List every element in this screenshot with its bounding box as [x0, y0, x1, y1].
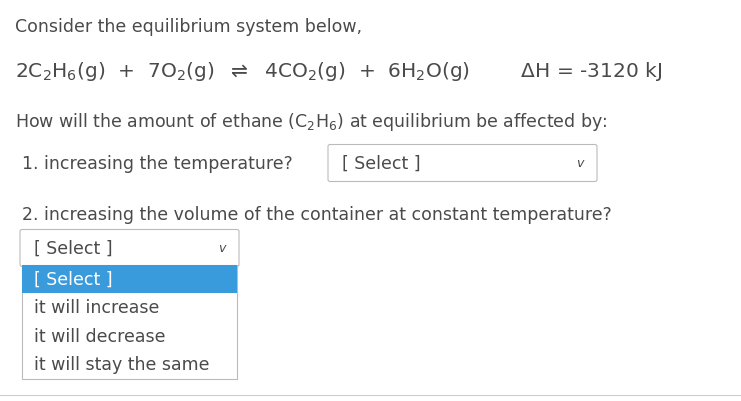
Text: [ Select ]: [ Select ]	[34, 239, 113, 257]
Text: it will decrease: it will decrease	[34, 327, 165, 345]
Text: it will increase: it will increase	[34, 298, 159, 316]
Text: 1. increasing the temperature?: 1. increasing the temperature?	[22, 155, 293, 172]
FancyBboxPatch shape	[22, 265, 237, 293]
Text: v: v	[219, 242, 226, 255]
FancyBboxPatch shape	[20, 230, 239, 267]
FancyBboxPatch shape	[328, 145, 597, 182]
Text: How will the amount of ethane (C$_2$H$_6$) at equilibrium be affected by:: How will the amount of ethane (C$_2$H$_6…	[15, 111, 607, 133]
Text: 2C$_2$H$_6$(g)  +  7O$_2$(g)  $\rightleftharpoons$  4CO$_2$(g)  +  6H$_2$O(g)   : 2C$_2$H$_6$(g) + 7O$_2$(g) $\rightleftha…	[15, 60, 662, 83]
Text: [ Select ]: [ Select ]	[342, 155, 421, 172]
Text: [ Select ]: [ Select ]	[34, 270, 113, 288]
Text: it will stay the same: it will stay the same	[34, 355, 210, 373]
Text: Consider the equilibrium system below,: Consider the equilibrium system below,	[15, 18, 362, 36]
FancyBboxPatch shape	[22, 265, 237, 379]
Text: 2. increasing the volume of the container at constant temperature?: 2. increasing the volume of the containe…	[22, 205, 612, 223]
Text: v: v	[576, 157, 584, 170]
